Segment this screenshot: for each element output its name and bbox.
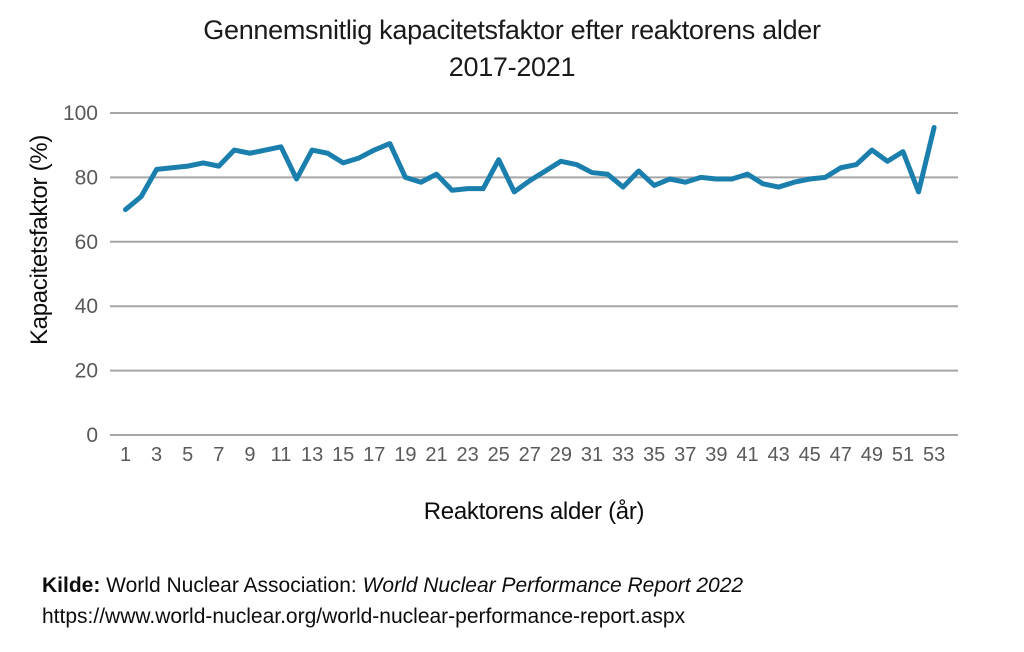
x-axis-title: Reaktorens alder (år) xyxy=(423,498,645,525)
x-tick-label-33: 33 xyxy=(612,444,634,466)
x-tick-label-53: 53 xyxy=(923,444,945,466)
x-tick-label-19: 19 xyxy=(394,444,416,466)
y-tick-label-100: 100 xyxy=(63,102,98,125)
y-tick-label-0: 0 xyxy=(86,424,98,447)
x-tick-label-23: 23 xyxy=(456,444,478,466)
x-tick-label-37: 37 xyxy=(674,444,696,466)
x-tick-label-27: 27 xyxy=(519,444,541,466)
source-label: Kilde: xyxy=(42,574,101,597)
x-tick-label-29: 29 xyxy=(550,444,572,466)
x-tick-label-15: 15 xyxy=(332,444,354,466)
x-tick-label-35: 35 xyxy=(643,444,665,466)
x-tick-label-17: 17 xyxy=(363,444,385,466)
source-organization: World Nuclear Association: xyxy=(100,574,363,597)
x-tick-label-45: 45 xyxy=(799,444,821,466)
x-tick-label-51: 51 xyxy=(892,444,914,466)
y-tick-label-60: 60 xyxy=(75,231,98,254)
source-url: https://www.world-nuclear.org/world-nucl… xyxy=(42,605,686,628)
chart-title: Gennemsnitlig kapacitetsfaktor efter rea… xyxy=(0,12,1024,86)
x-tick-label-11: 11 xyxy=(271,444,292,466)
source-report-title: World Nuclear Performance Report 2022 xyxy=(362,574,744,597)
x-tick-label-7: 7 xyxy=(213,444,224,466)
y-tick-label-80: 80 xyxy=(75,166,98,189)
y-tick-label-40: 40 xyxy=(75,295,98,318)
x-tick-label-1: 1 xyxy=(120,444,131,466)
y-tick-label-20: 20 xyxy=(75,360,98,383)
x-tick-label-39: 39 xyxy=(705,444,727,466)
capacity-factor-series-line xyxy=(123,124,937,213)
x-tick-label-5: 5 xyxy=(182,444,193,466)
source-citation: Kilde: World Nuclear Association: World … xyxy=(42,574,743,598)
x-tick-label-49: 49 xyxy=(861,444,883,466)
chart-title-line2: 2017-2021 xyxy=(448,52,576,82)
x-tick-label-3: 3 xyxy=(151,444,162,466)
x-tick-label-31: 31 xyxy=(581,444,603,466)
x-tick-label-13: 13 xyxy=(301,444,323,466)
chart-title-line1: Gennemsnitlig kapacitetsfaktor efter rea… xyxy=(203,15,821,45)
x-tick-label-21: 21 xyxy=(425,444,447,466)
x-tick-label-9: 9 xyxy=(244,444,255,466)
x-tick-label-25: 25 xyxy=(488,444,510,466)
x-tick-label-43: 43 xyxy=(767,444,789,466)
x-tick-label-41: 41 xyxy=(736,444,758,466)
x-tick-label-47: 47 xyxy=(830,444,852,466)
